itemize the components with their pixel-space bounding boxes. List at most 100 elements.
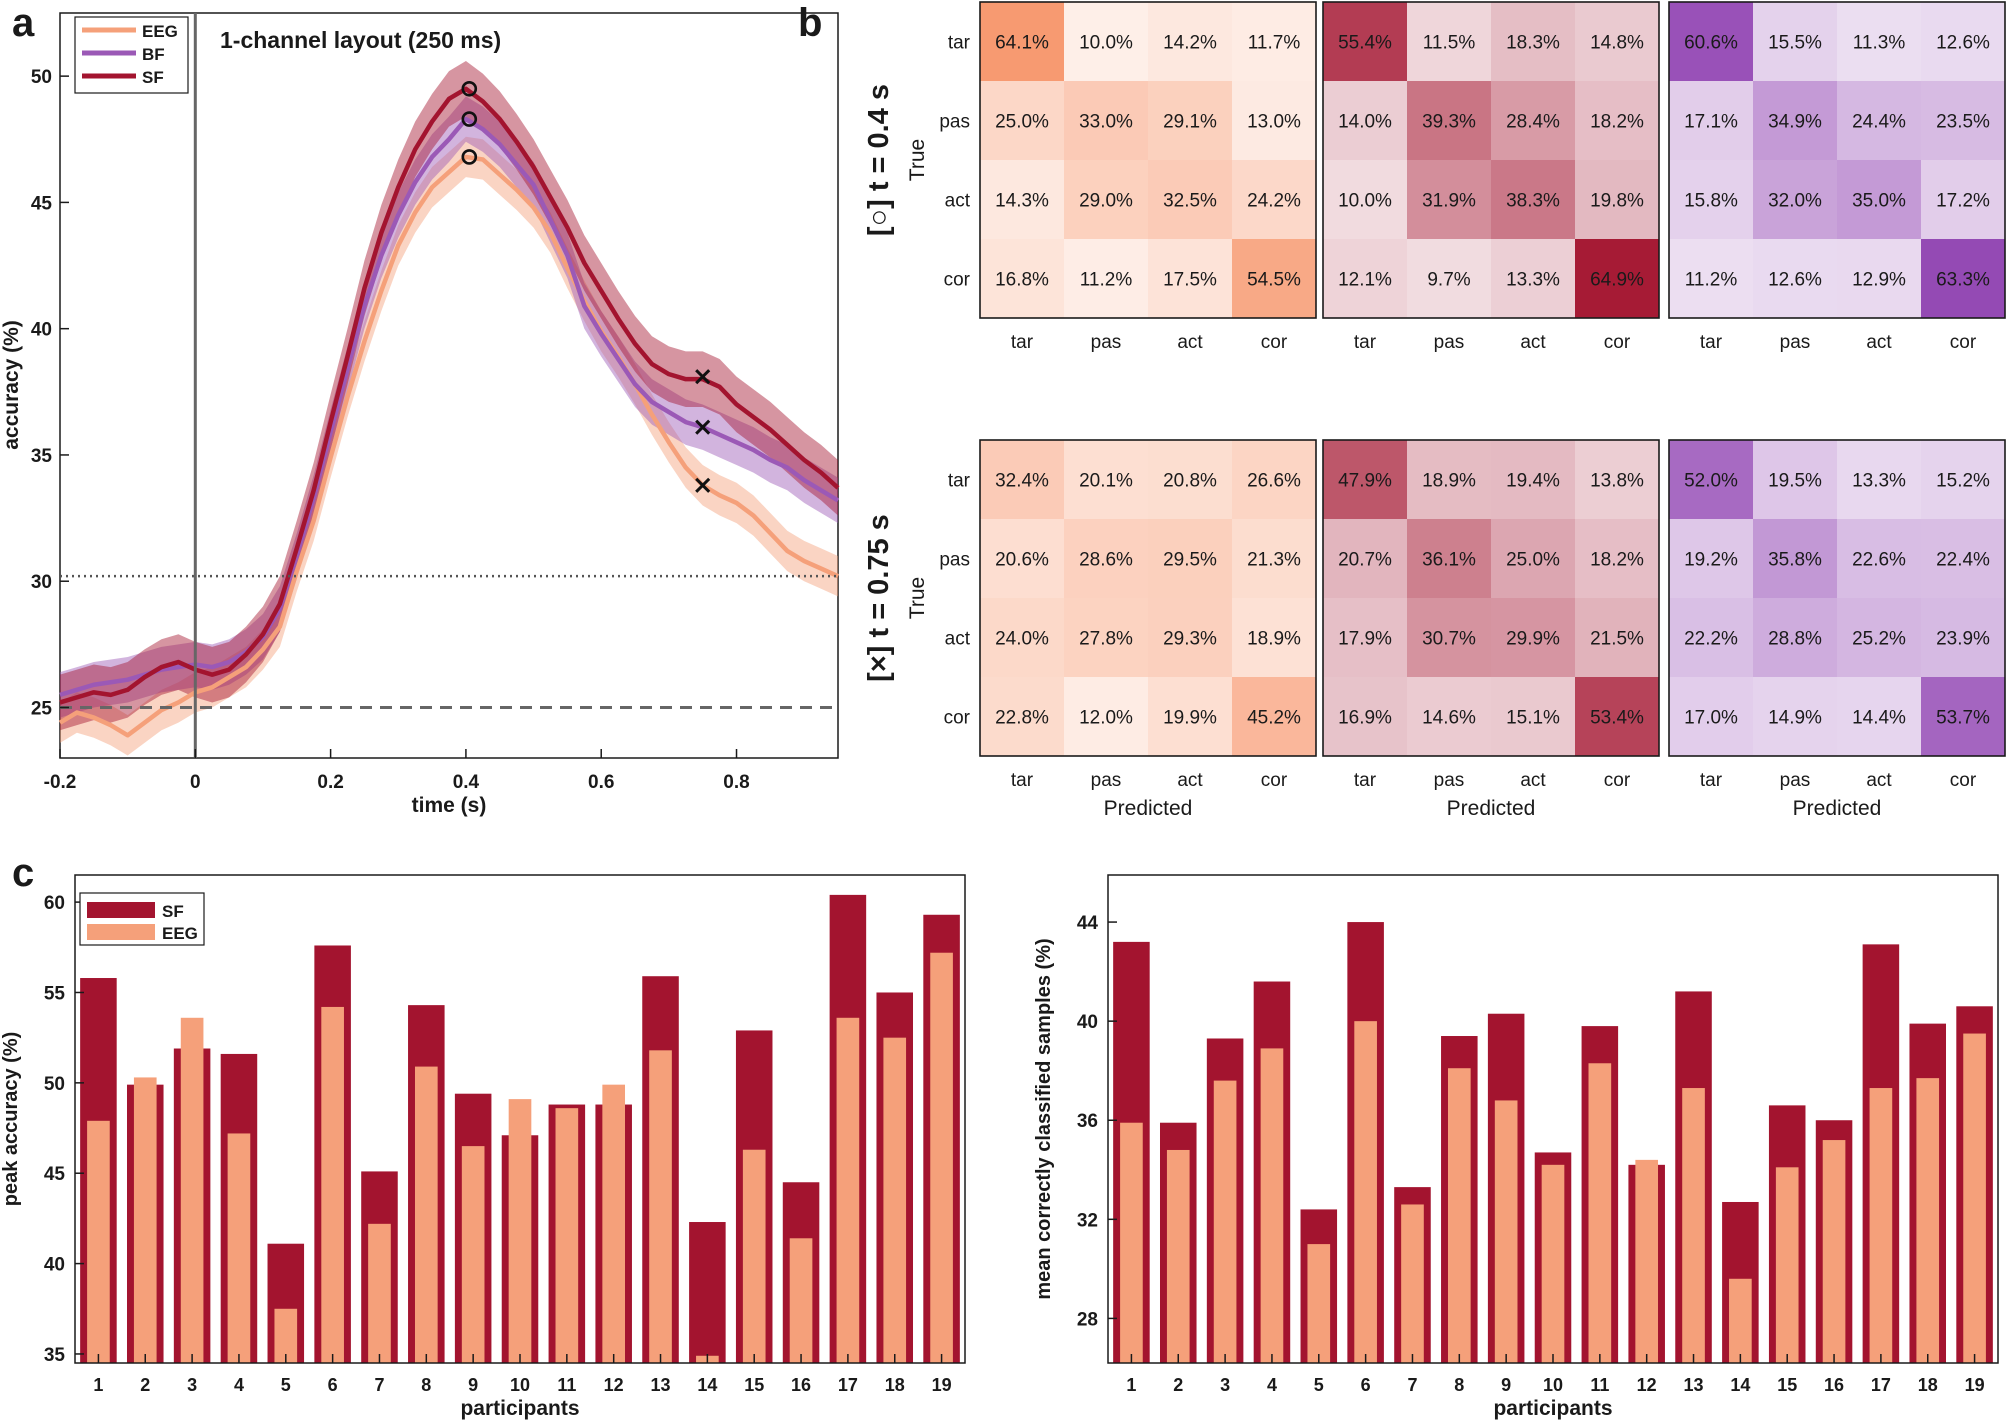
- matrix-cell: [1491, 239, 1575, 318]
- x-tick-label: 15: [744, 1375, 764, 1395]
- chart-title-a: 1-channel layout (250 ms): [220, 27, 501, 53]
- matrix-cell: [1323, 440, 1407, 519]
- x-tick-label: 2: [1173, 1375, 1183, 1395]
- matrix-cell-value: 16.8%: [995, 270, 1049, 291]
- matrix-cell: [1323, 677, 1407, 756]
- y-axis-label: mean correctly classified samples (%): [1033, 938, 1055, 1299]
- bar-eeg: [508, 1099, 532, 1363]
- bar-eeg: [461, 1146, 485, 1363]
- y-tick-label: 50: [44, 1074, 65, 1095]
- matrix-cell: [1148, 2, 1232, 81]
- matrix-cell-value: 19.8%: [1590, 191, 1644, 212]
- legend-a: EEG BF SF: [74, 16, 189, 94]
- bar-eeg: [1213, 1080, 1237, 1363]
- matrix-cell-value: 12.1%: [1338, 270, 1392, 291]
- bar-eeg: [274, 1308, 298, 1363]
- matrix-cell: [1575, 160, 1659, 239]
- confusion-matrix-eeg-t04: 64.1% 10.0% 14.2% 11.7% 25.0% 33.0% 29.1% 13.0%…: [863, 1, 1317, 353]
- y-tick-label-a: 40: [31, 320, 52, 341]
- matrix-cell-value: 21.5%: [1590, 629, 1644, 650]
- matrix-cell: [1837, 160, 1921, 239]
- matrix-cell-value: 18.2%: [1590, 112, 1644, 133]
- x-axis-label: participants: [1493, 1397, 1612, 1420]
- bar-eeg: [1447, 1068, 1471, 1363]
- col-label: pas: [1434, 770, 1465, 791]
- x-tick-label: 11: [557, 1375, 576, 1395]
- matrix-cell-value: 60.6%: [1684, 33, 1738, 54]
- matrix-cell: [980, 160, 1064, 239]
- bar-eeg: [87, 1120, 110, 1363]
- panel-a-line-chart: -0.2 0 0.2 0.4 0.6 0.8 25 30 35 40 45 50 1-channel …: [0, 12, 840, 817]
- bar-eeg: [1541, 1164, 1565, 1363]
- bar-eeg: [321, 1006, 344, 1363]
- matrix-cell: [1232, 598, 1316, 677]
- matrix-cell-value: 64.9%: [1590, 270, 1644, 291]
- cross-marker-1: [695, 369, 711, 385]
- matrix-cell-value: 63.3%: [1936, 270, 1990, 291]
- confusion-matrix-bf-t04: 60.6% 15.5% 11.3% 12.6% 17.1% 34.9% 24.4% 23.5%…: [1668, 1, 2006, 353]
- x-tick-label: 15: [1777, 1375, 1797, 1395]
- bar-eeg: [1682, 1088, 1705, 1363]
- matrix-cell: [1491, 2, 1575, 81]
- matrix-cell: [1491, 81, 1575, 160]
- bar-eeg: [227, 1133, 251, 1363]
- matrix-cell: [1407, 81, 1491, 160]
- x-tick-label: 6: [1361, 1375, 1371, 1395]
- legend-label-eeg: EEG: [162, 924, 198, 943]
- matrix-cell: [1921, 239, 2005, 318]
- x-tick-label: 7: [374, 1375, 384, 1395]
- col-label: tar: [1700, 332, 1723, 353]
- legend-label-eeg: EEG: [142, 22, 178, 41]
- matrix-cell-value: 17.2%: [1936, 191, 1990, 212]
- circle-marker-1: [461, 80, 478, 97]
- x-tick-label: 11: [1590, 1375, 1609, 1395]
- matrix-cell-value: 18.2%: [1590, 550, 1644, 571]
- col-label: cor: [1261, 770, 1288, 791]
- matrix-cell: [1148, 440, 1232, 519]
- bar-eeg: [1869, 1088, 1893, 1363]
- matrix-cell: [1491, 598, 1575, 677]
- matrix-cell-value: 15.2%: [1936, 471, 1990, 492]
- matrix-cell-value: 36.1%: [1422, 550, 1476, 571]
- matrix-cell: [1407, 2, 1491, 81]
- matrix-cell-value: 22.4%: [1936, 550, 1990, 571]
- matrix-cell-value: 17.1%: [1684, 112, 1738, 133]
- matrix-cell: [1669, 519, 1753, 598]
- matrix-cell: [980, 81, 1064, 160]
- matrix-cell-value: 19.4%: [1506, 471, 1560, 492]
- col-label: tar: [1354, 770, 1377, 791]
- bar-eeg: [1822, 1140, 1846, 1363]
- matrix-cell-value: 52.0%: [1684, 471, 1738, 492]
- matrix-cell-value: 22.2%: [1684, 629, 1738, 650]
- y-tick-label-a: 25: [31, 698, 53, 719]
- matrix-cell-value: 12.6%: [1768, 270, 1822, 291]
- x-axis-label-a: time (s): [412, 794, 487, 817]
- row-label: tar: [948, 33, 971, 54]
- x-tick-label-a: 0: [190, 772, 201, 793]
- matrix-cell: [1753, 160, 1837, 239]
- x-tick-label: 13: [651, 1375, 671, 1395]
- matrix-cell: [1575, 81, 1659, 160]
- x-tick-label: 4: [1267, 1375, 1277, 1395]
- matrix-cell: [1837, 598, 1921, 677]
- matrix-cell-value: 9.7%: [1427, 270, 1470, 291]
- matrix-cell-value: 54.5%: [1247, 270, 1301, 291]
- panel-c-mean-correct-bars: 1 2 3 4 5 6 7 8 9 10 11 12 13 14 15 16 17 18 192832364044p…: [1033, 874, 1999, 1420]
- x-tick-label: 18: [1918, 1375, 1938, 1395]
- matrix-cell: [1575, 239, 1659, 318]
- col-label: cor: [1604, 332, 1631, 353]
- matrix-cell: [1323, 239, 1407, 318]
- y-tick-label: 32: [1077, 1210, 1098, 1231]
- matrix-cell-value: 39.3%: [1422, 112, 1476, 133]
- x-tick-label: 19: [1965, 1375, 1985, 1395]
- matrix-cell: [1921, 81, 2005, 160]
- matrix-cell-value: 12.9%: [1852, 270, 1906, 291]
- matrix-cell-value: 11.5%: [1423, 33, 1476, 54]
- matrix-cell-value: 18.9%: [1247, 629, 1301, 650]
- bar-eeg: [789, 1238, 813, 1363]
- x-tick-label: 16: [1824, 1375, 1844, 1395]
- y-tick-label: 44: [1077, 913, 1099, 934]
- matrix-cell-value: 53.4%: [1590, 708, 1644, 729]
- x-tick-label: 14: [697, 1375, 717, 1395]
